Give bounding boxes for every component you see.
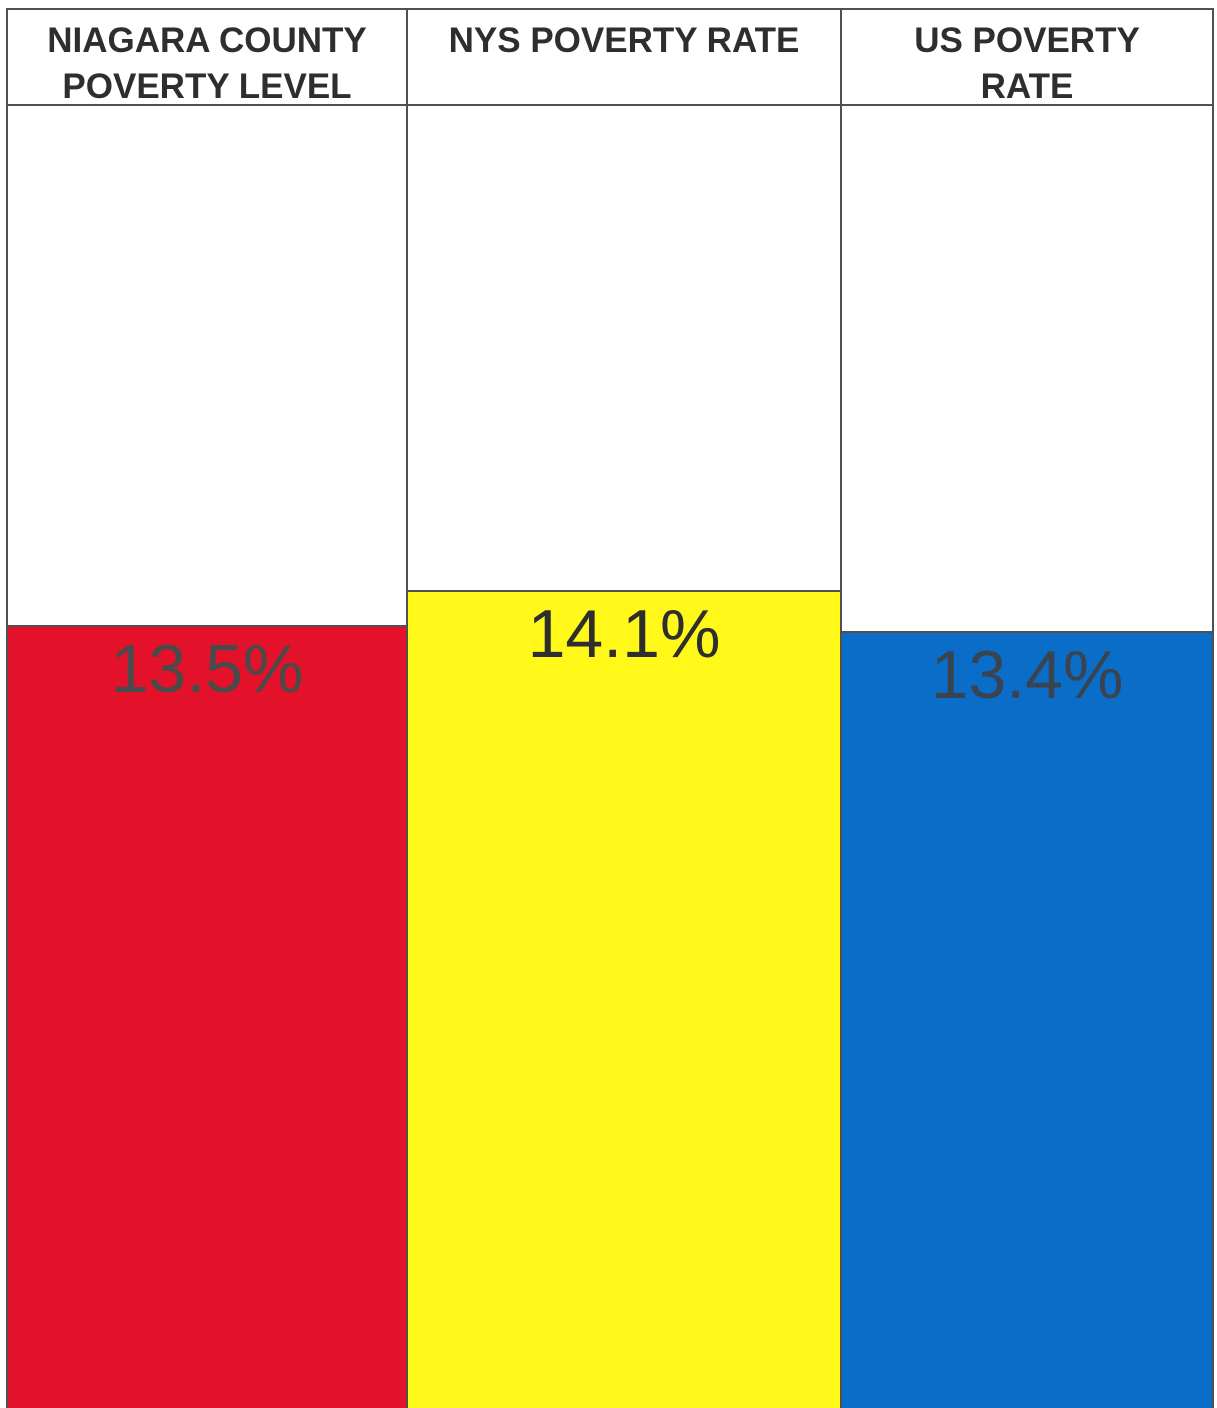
chart-left-border (6, 8, 8, 1408)
column-body-1: 13.5% (8, 106, 408, 1408)
bar-value-label: 14.1% (527, 596, 721, 672)
bar: 14.1% (408, 590, 840, 1408)
column-header-3: US POVERTY RATE (842, 8, 1214, 106)
column-body-3: 13.4% (842, 106, 1214, 1408)
category-label: NYS POVERTY RATE (448, 21, 800, 60)
column-header-2: NYS POVERTY RATE (408, 8, 842, 106)
chart-top-border (6, 8, 1212, 10)
bar: 13.5% (8, 625, 406, 1408)
category-label: US POVERTY RATE (914, 21, 1140, 106)
bar-value-label: 13.5% (110, 631, 304, 707)
bar: 13.4% (842, 631, 1212, 1408)
column-body-2: 14.1% (408, 106, 842, 1408)
bar-value-label: 13.4% (930, 637, 1124, 713)
column-header-1: NIAGARA COUNTY POVERTY LEVEL (8, 8, 408, 106)
category-label: NIAGARA COUNTY POVERTY LEVEL (47, 21, 367, 106)
